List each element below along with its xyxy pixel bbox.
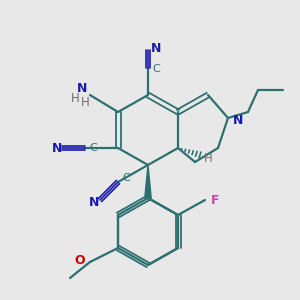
Text: H: H bbox=[70, 92, 80, 104]
Text: C: C bbox=[152, 64, 160, 74]
Text: H: H bbox=[204, 152, 212, 164]
Text: N: N bbox=[77, 82, 87, 95]
Text: H: H bbox=[81, 97, 89, 110]
Text: N: N bbox=[151, 43, 161, 56]
Text: N: N bbox=[233, 113, 243, 127]
Text: C: C bbox=[89, 143, 97, 153]
Text: O: O bbox=[75, 254, 85, 266]
Polygon shape bbox=[145, 165, 151, 198]
Text: N: N bbox=[52, 142, 62, 154]
Text: N: N bbox=[89, 196, 99, 208]
Text: F: F bbox=[211, 194, 219, 206]
Text: C: C bbox=[122, 173, 130, 183]
